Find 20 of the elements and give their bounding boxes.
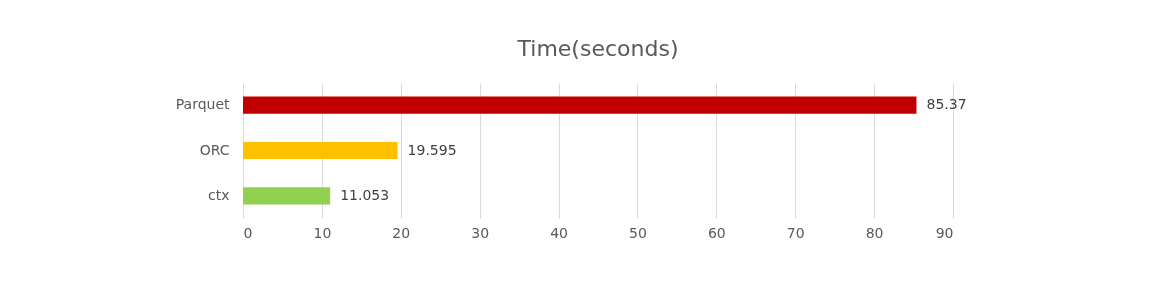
x-tick-label: 0	[243, 224, 253, 241]
x-tick-label: 30	[471, 224, 490, 241]
x-tick-label: 90	[935, 224, 954, 241]
y-tick-label: ORC	[199, 141, 230, 158]
data-label: 11.053	[340, 186, 390, 203]
bar	[243, 96, 917, 114]
bar	[243, 141, 398, 160]
x-tick-label: 80	[865, 224, 884, 241]
x-tick-label: 60	[707, 224, 726, 241]
x-tick-label: 10	[313, 224, 332, 241]
y-tick-label: ctx	[208, 186, 230, 203]
x-tick-label: 40	[550, 224, 568, 241]
x-tick-label: 20	[392, 224, 411, 241]
x-tick-label: 70	[786, 224, 805, 241]
bar	[243, 187, 331, 205]
x-tick-label: 50	[629, 224, 647, 241]
data-label: 85.37	[926, 96, 967, 113]
y-tick-label: Parquet	[175, 96, 231, 113]
chart-title: Time(seconds)	[516, 36, 679, 61]
data-label: 19.595	[407, 141, 457, 158]
